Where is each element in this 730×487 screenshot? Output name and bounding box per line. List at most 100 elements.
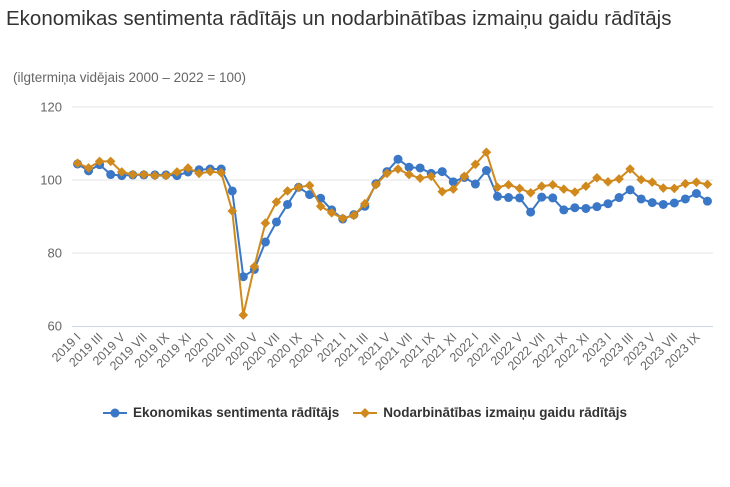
data-point[interactable]: [106, 170, 116, 180]
y-tick-label: 100: [40, 173, 62, 188]
data-point[interactable]: [382, 168, 392, 179]
data-point[interactable]: [404, 162, 414, 172]
circle-marker-icon: [102, 408, 127, 417]
data-point[interactable]: [404, 169, 414, 180]
data-point[interactable]: [337, 213, 348, 224]
data-point[interactable]: [526, 207, 536, 217]
data-point[interactable]: [536, 181, 547, 192]
data-point[interactable]: [581, 181, 591, 192]
data-point[interactable]: [150, 170, 160, 181]
data-point[interactable]: [293, 182, 304, 193]
data-point[interactable]: [702, 196, 712, 206]
data-point[interactable]: [238, 310, 249, 320]
data-point[interactable]: [603, 199, 613, 209]
data-point[interactable]: [470, 159, 481, 170]
data-point[interactable]: [504, 193, 514, 203]
data-point[interactable]: [570, 203, 580, 213]
data-point[interactable]: [83, 163, 94, 173]
data-point[interactable]: [570, 187, 580, 197]
data-point[interactable]: [669, 183, 680, 194]
data-point[interactable]: [216, 167, 226, 178]
data-point[interactable]: [636, 194, 646, 204]
data-point[interactable]: [448, 177, 458, 187]
data-point[interactable]: [592, 173, 602, 183]
data-point[interactable]: [658, 183, 669, 193]
data-point[interactable]: [315, 201, 326, 212]
data-point[interactable]: [592, 202, 602, 212]
data-point[interactable]: [470, 179, 480, 189]
data-point[interactable]: [625, 185, 635, 195]
data-point[interactable]: [349, 210, 359, 221]
data-point[interactable]: [227, 206, 238, 216]
data-point[interactable]: [691, 177, 702, 187]
data-point[interactable]: [238, 272, 248, 282]
data-point[interactable]: [614, 193, 624, 203]
data-point[interactable]: [415, 173, 425, 183]
data-point[interactable]: [537, 192, 547, 202]
data-point[interactable]: [194, 168, 204, 179]
data-point[interactable]: [647, 198, 657, 208]
data-point[interactable]: [492, 182, 503, 193]
data-point[interactable]: [139, 169, 149, 180]
data-point[interactable]: [525, 187, 536, 198]
data-point[interactable]: [647, 177, 658, 187]
data-point[interactable]: [260, 218, 271, 228]
data-point[interactable]: [183, 163, 193, 173]
data-point[interactable]: [249, 261, 260, 272]
y-tick-label: 120: [40, 100, 62, 115]
data-point[interactable]: [283, 199, 293, 209]
data-point[interactable]: [260, 237, 270, 247]
data-point[interactable]: [205, 166, 215, 177]
data-point[interactable]: [515, 193, 525, 203]
data-point[interactable]: [614, 174, 624, 184]
data-point[interactable]: [161, 170, 171, 181]
data-point[interactable]: [72, 158, 83, 169]
data-point[interactable]: [503, 179, 514, 190]
data-point[interactable]: [680, 178, 691, 189]
data-point[interactable]: [459, 171, 470, 182]
data-point[interactable]: [658, 199, 668, 209]
data-point[interactable]: [581, 203, 591, 213]
data-point[interactable]: [371, 179, 381, 190]
data-point[interactable]: [481, 147, 492, 158]
data-point[interactable]: [393, 164, 403, 174]
data-point[interactable]: [603, 177, 613, 187]
data-point[interactable]: [127, 169, 138, 180]
data-point[interactable]: [172, 167, 182, 177]
data-point[interactable]: [271, 217, 281, 227]
data-point[interactable]: [116, 167, 127, 177]
data-point[interactable]: [437, 167, 447, 177]
legend-item-series-2[interactable]: Nodarbinātības izmaiņu gaidu rādītājs: [353, 405, 627, 420]
data-point[interactable]: [481, 166, 491, 176]
legend-label-series-1: Ekonomikas sentimenta rādītājs: [132, 405, 340, 420]
data-point[interactable]: [636, 174, 646, 185]
data-point[interactable]: [282, 186, 293, 196]
data-point[interactable]: [448, 184, 459, 194]
data-point[interactable]: [559, 205, 569, 215]
data-point[interactable]: [669, 198, 679, 208]
data-point[interactable]: [360, 198, 370, 209]
data-point[interactable]: [393, 154, 403, 164]
data-point[interactable]: [547, 179, 558, 190]
data-point[interactable]: [227, 186, 237, 196]
data-point[interactable]: [304, 180, 315, 191]
data-point[interactable]: [691, 189, 701, 199]
data-point[interactable]: [437, 186, 448, 197]
data-point[interactable]: [305, 190, 315, 200]
data-point[interactable]: [271, 197, 282, 207]
legend-item-series-1[interactable]: Ekonomikas sentimenta rādītājs: [102, 405, 340, 420]
data-point[interactable]: [559, 184, 569, 194]
data-point[interactable]: [514, 183, 525, 194]
data-point[interactable]: [702, 179, 713, 190]
data-point[interactable]: [326, 208, 337, 218]
data-point[interactable]: [426, 171, 436, 182]
data-point[interactable]: [680, 194, 690, 204]
data-point[interactable]: [105, 156, 116, 167]
data-point[interactable]: [492, 191, 502, 201]
data-point[interactable]: [415, 163, 425, 173]
data-point[interactable]: [625, 164, 635, 174]
data-point[interactable]: [94, 156, 105, 167]
data-point[interactable]: [548, 193, 558, 203]
